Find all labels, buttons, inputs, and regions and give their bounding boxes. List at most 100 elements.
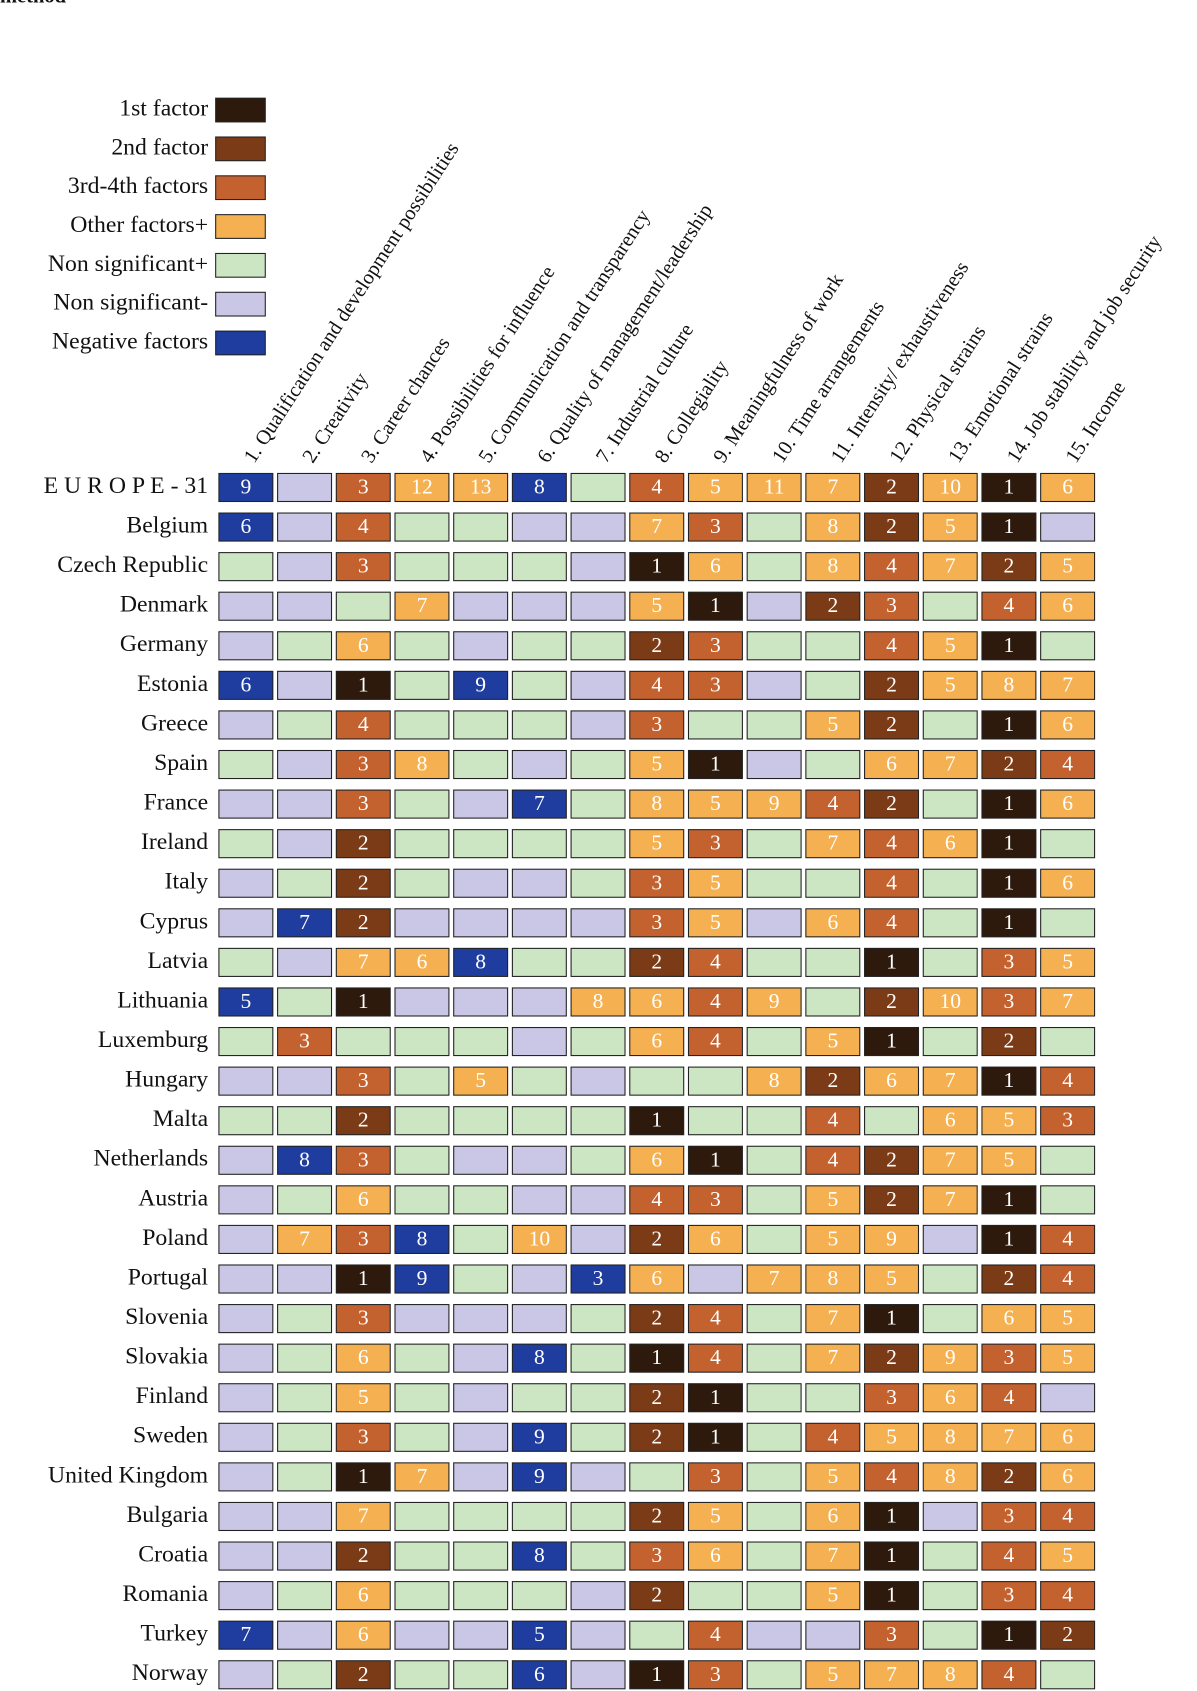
cell-value: 2 [1062,1622,1073,1646]
cell-value: 5 [827,712,838,736]
legend-key [215,252,266,278]
legend-key [215,330,266,356]
cell [687,947,743,977]
cell-value: 4 [886,831,897,855]
cell [394,1066,450,1096]
cell [687,987,743,1017]
cell [277,829,333,859]
cell [629,789,685,819]
cell [570,1026,626,1057]
row-label: Slovakia [125,1344,208,1370]
cell [629,947,685,977]
cell [922,987,978,1017]
cell [922,1145,978,1175]
cell [746,789,802,819]
cell [277,1462,333,1492]
cell [981,789,1037,819]
cell-value: 9 [417,1266,428,1290]
cell-value: 7 [417,593,428,617]
cell-value: 1 [710,1424,721,1448]
cell-value: 6 [827,1503,838,1527]
row-label: Croatia [138,1541,208,1567]
cell-value: 3 [1062,1108,1073,1132]
cell [746,1343,802,1373]
cell-value: 5 [886,1266,897,1290]
cell [394,1462,450,1492]
cell-value: 8 [1004,672,1015,696]
row-label: Romania [122,1581,208,1607]
cell-value: 5 [651,752,662,776]
cell [453,1501,509,1532]
cell-value: 8 [417,1226,428,1250]
cell-value: 4 [827,791,838,815]
cell [629,908,685,938]
cell [218,1581,274,1611]
cell [570,1264,626,1294]
cell [746,1026,802,1057]
cell [922,1660,978,1690]
cell [864,1264,920,1294]
cell [864,1026,920,1057]
cell [453,1304,509,1334]
cell-value: 10 [939,475,961,499]
cell [805,947,861,977]
cell [864,1066,920,1096]
legend-key [215,291,266,317]
cell [453,552,509,582]
cell-value: 7 [945,752,956,776]
cell-value: 2 [1004,1464,1015,1488]
cell [629,1185,685,1215]
cell [335,829,391,859]
cell [629,1264,685,1294]
cell [864,552,920,582]
cell [922,1462,978,1492]
cell-value: 7 [240,1622,251,1646]
cell-value: 2 [886,791,897,815]
legend-label: 3rd-4th factors [68,173,208,199]
cell [805,1383,861,1413]
cell [864,472,920,503]
cell [981,512,1037,542]
cell [687,1581,743,1611]
cell-value: 4 [886,1464,897,1488]
cell [805,472,861,503]
cell [218,1106,274,1136]
cell [218,868,274,898]
cell [864,1581,920,1611]
cell [394,1026,450,1057]
cell-value: 3 [358,1068,369,1092]
cell-value: 6 [651,1266,662,1290]
cell [394,552,450,582]
row-label: Italy [165,869,209,895]
cell [746,710,802,740]
cell [746,1620,802,1650]
cell [218,472,274,503]
cell-value: 3 [358,1424,369,1448]
cell [277,987,333,1017]
cell [277,1224,333,1254]
cell-value: 1 [651,1662,662,1686]
cell [864,908,920,938]
cell [922,1383,978,1413]
cell [277,710,333,740]
cell [629,1581,685,1611]
cell [218,1383,274,1413]
cell [687,1501,743,1532]
cell [746,472,802,503]
cell [570,789,626,819]
cell [864,1106,920,1136]
cell-value: 6 [710,554,721,578]
cell [629,1106,685,1136]
cell [453,1026,509,1057]
cell-value: 3 [358,1306,369,1330]
cell-value: 6 [886,752,897,776]
cell [394,1224,450,1254]
cell [277,1304,333,1334]
cell [981,1185,1037,1215]
cell [922,512,978,542]
cell [629,1462,685,1492]
cell [805,1264,861,1294]
cell [453,1343,509,1373]
cell-value: 2 [651,1385,662,1409]
cell [277,908,333,938]
